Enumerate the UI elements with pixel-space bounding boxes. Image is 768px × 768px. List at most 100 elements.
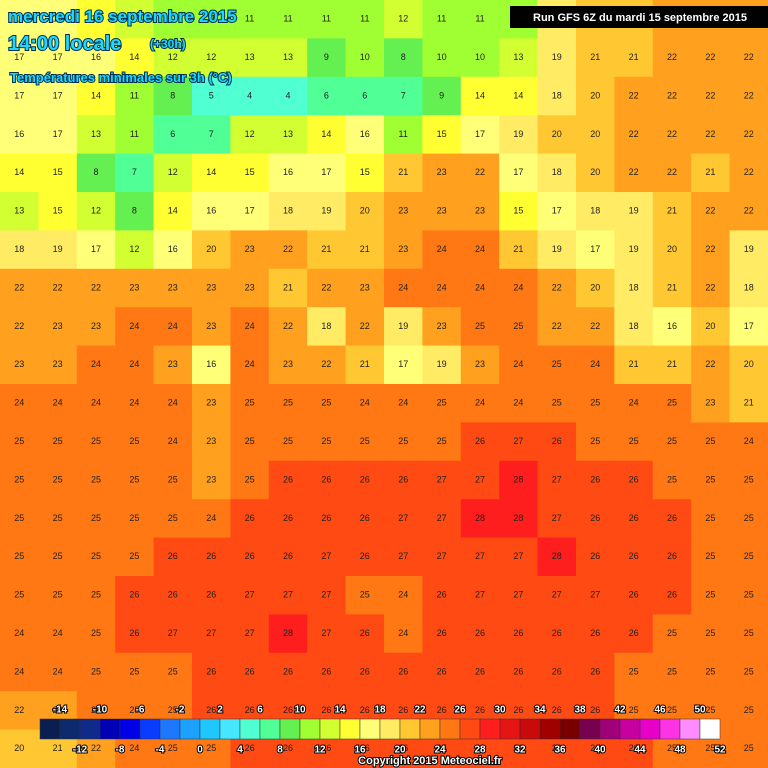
grid-value: 16: [91, 52, 101, 62]
grid-value: 27: [398, 513, 408, 523]
grid-value: 25: [53, 436, 63, 446]
grid-value: 15: [53, 167, 63, 177]
grid-value: 25: [744, 513, 754, 523]
grid-value: 27: [552, 474, 562, 484]
grid-cell: [115, 537, 155, 577]
grid-cell: [345, 652, 385, 692]
grid-cell: [729, 537, 768, 577]
grid-value: 24: [129, 743, 139, 753]
grid-value: 11: [130, 90, 139, 100]
grid-value: 17: [321, 167, 331, 177]
grid-cell: [691, 153, 731, 193]
grid-cell: [345, 76, 385, 116]
grid-value: 25: [744, 590, 754, 600]
grid-cell: [345, 0, 385, 39]
grid-cell: [192, 38, 231, 78]
grid-value: 22: [283, 244, 293, 254]
grid-cell: [153, 230, 193, 270]
grid-value: 26: [513, 666, 523, 676]
grid-cell: [268, 38, 308, 78]
grid-value: 22: [321, 359, 331, 369]
grid-cell: [691, 268, 731, 308]
grid-cell: [422, 614, 462, 654]
grid-value: 26: [168, 590, 178, 600]
grid-cell: [652, 499, 692, 539]
grid-value: 20: [590, 90, 600, 100]
colorbar-box: [159, 718, 181, 740]
grid-value: 24: [398, 282, 408, 292]
grid-cell: [576, 192, 615, 231]
grid-value: 22: [14, 705, 24, 715]
grid-cell: [38, 76, 78, 116]
grid-cell: [729, 576, 768, 615]
colorbar-bottom-label: -8: [116, 745, 125, 756]
grid-value: 25: [398, 436, 408, 446]
grid-value: 22: [91, 282, 101, 292]
colorbar-bottom-label: 4: [237, 745, 243, 756]
grid-cell: [153, 76, 193, 116]
grid-cell: [614, 76, 654, 116]
colorbar-box: [599, 718, 621, 740]
grid-value: 25: [705, 474, 715, 484]
grid-value: 17: [744, 321, 754, 331]
grid-cell: [307, 576, 347, 615]
grid-cell: [422, 460, 462, 500]
grid-value: 27: [321, 628, 331, 638]
grid-cell: [384, 230, 423, 270]
grid-value: 25: [667, 436, 677, 446]
grid-value: 25: [667, 743, 677, 753]
grid-cell: [230, 345, 270, 385]
grid-value: 25: [744, 474, 754, 484]
grid-cell: [0, 115, 39, 155]
grid-value: 14: [14, 167, 24, 177]
grid-value: 11: [360, 14, 369, 24]
grid-value: 27: [513, 436, 523, 446]
colorbar-top-label: 38: [574, 705, 586, 716]
grid-value: 25: [245, 398, 255, 408]
grid-cell: [460, 38, 500, 78]
grid-value: 26: [360, 705, 370, 715]
grid-value: 27: [437, 551, 447, 561]
grid-value: 25: [168, 474, 178, 484]
grid-value: 22: [667, 129, 677, 139]
grid-value: 24: [168, 321, 178, 331]
grid-cell: [268, 230, 308, 270]
grid-cell: [652, 268, 692, 308]
grid-value: 25: [129, 436, 139, 446]
grid-cell: [384, 460, 423, 500]
grid-cell: [460, 307, 500, 347]
grid-cell: [153, 307, 193, 347]
grid-cell: [576, 422, 615, 462]
colorbar-top-label: 2: [217, 705, 223, 716]
grid-cell: [153, 460, 193, 500]
grid-value: 21: [744, 398, 754, 408]
grid-cell: [230, 576, 270, 615]
grid-cell: [460, 192, 500, 231]
grid-value: 8: [401, 52, 406, 62]
grid-cell: [576, 652, 615, 692]
grid-value: 26: [590, 705, 600, 715]
grid-cell: [729, 384, 768, 423]
grid-value: 26: [360, 474, 370, 484]
grid-value: 25: [91, 666, 101, 676]
grid-cell: [268, 614, 308, 654]
grid-cell: [230, 115, 270, 155]
grid-cell: [230, 0, 270, 39]
grid-value: 23: [398, 206, 408, 216]
grid-value: 24: [475, 244, 485, 254]
colorbar-box: [99, 718, 121, 740]
colorbar-box: [459, 718, 481, 740]
grid-cell: [652, 192, 692, 231]
grid-value: 26: [245, 551, 255, 561]
grid-value: 17: [552, 206, 562, 216]
grid-value: 14: [129, 52, 139, 62]
colorbar-bottom-label: 32: [514, 745, 526, 756]
grid-cell: [576, 614, 615, 654]
grid-value: 9: [439, 90, 444, 100]
grid-value: 20: [206, 244, 216, 254]
grid-cell: [268, 153, 308, 193]
grid-value: 26: [321, 513, 331, 523]
grid-value: 21: [667, 282, 677, 292]
grid-value: 18: [629, 282, 639, 292]
grid-value: 26: [206, 551, 216, 561]
